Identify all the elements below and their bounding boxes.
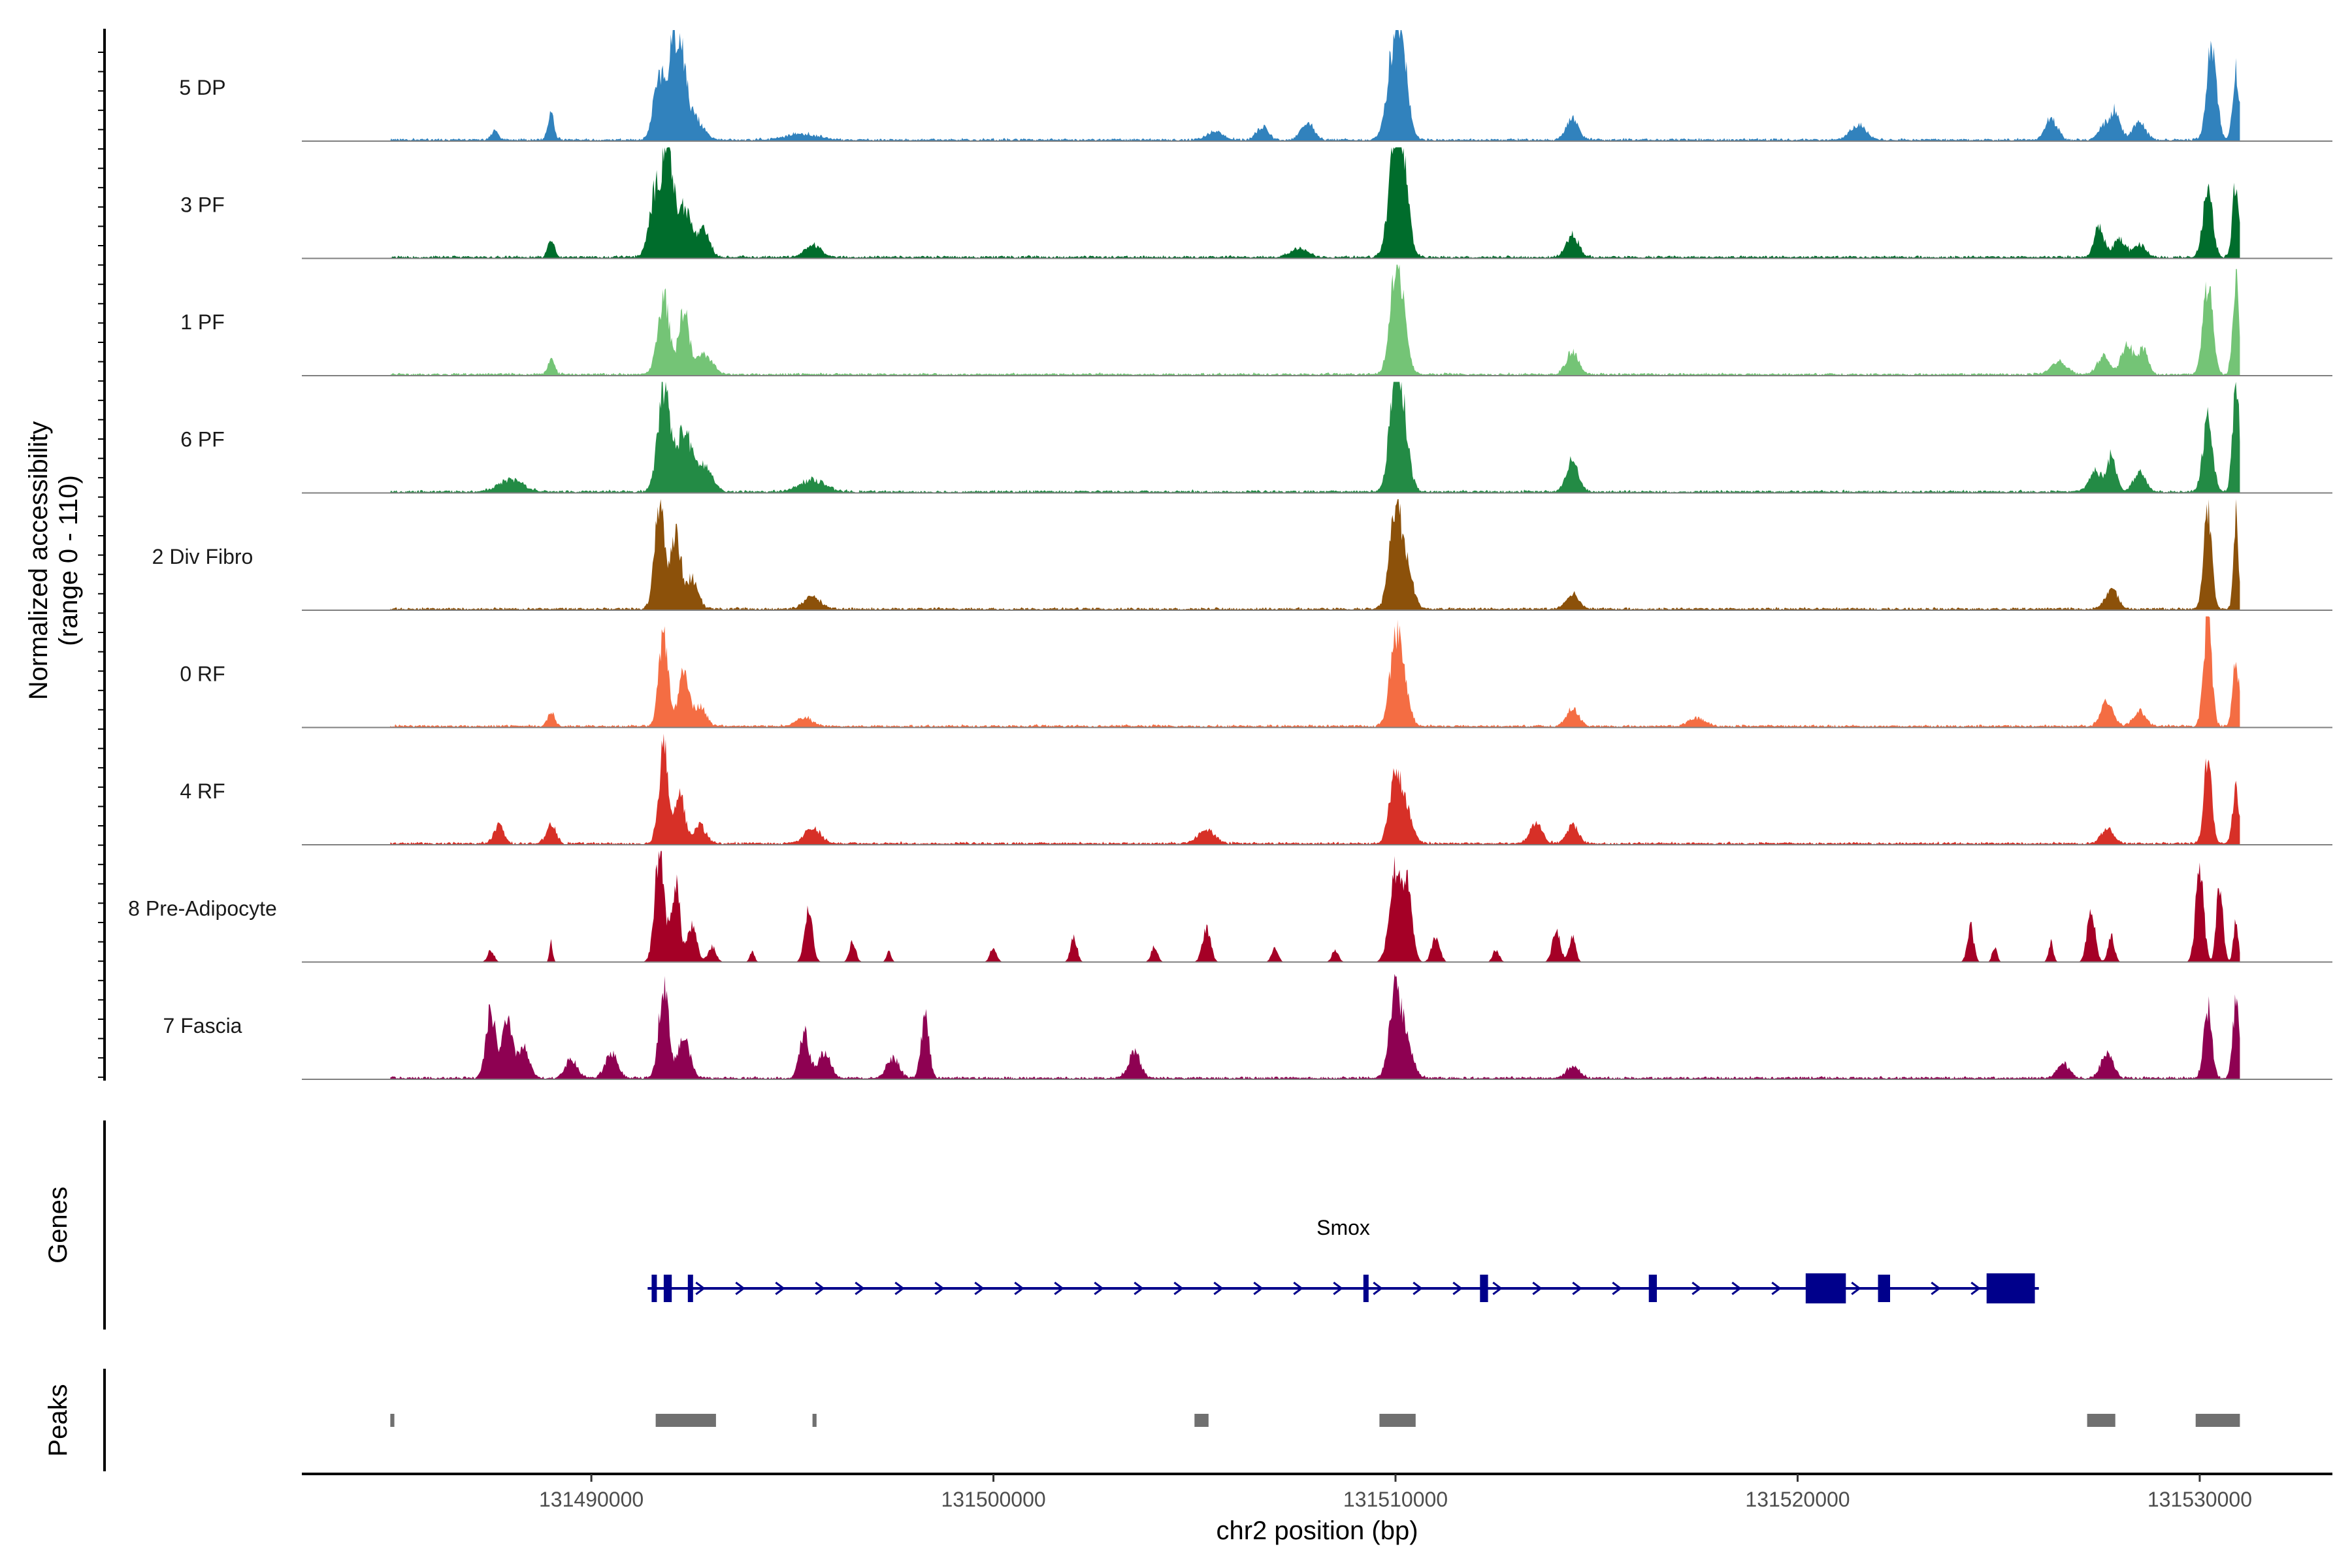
peak-region xyxy=(1379,1414,1416,1427)
coverage-y-axis xyxy=(98,29,106,1081)
coverage-track: 6 PF xyxy=(180,382,2332,494)
peaks-track-label: Peaks xyxy=(44,1384,73,1456)
peak-region xyxy=(390,1414,395,1427)
coverage-track: 3 PF xyxy=(180,147,2332,259)
strand-arrow xyxy=(815,1281,825,1296)
x-axis: chr2 position (bp) 131490000 131500000 131… xyxy=(302,1473,2332,1545)
strand-arrow xyxy=(1691,1281,1702,1296)
peaks-track: Peaks xyxy=(44,1369,2240,1471)
track-label: 0 RF xyxy=(180,662,225,686)
strand-arrow xyxy=(1851,1281,1861,1296)
strand-arrow xyxy=(1612,1281,1622,1296)
coverage-area xyxy=(390,30,2240,141)
gene-exon xyxy=(1363,1275,1369,1302)
y-axis-title-main: Normalized accessibility xyxy=(24,421,53,700)
x-axis-tick-label: 131530000 xyxy=(2148,1488,2252,1511)
strand-arrow xyxy=(1173,1281,1184,1296)
coverage-area xyxy=(390,265,2240,376)
gene-exon xyxy=(687,1275,693,1302)
strand-arrow xyxy=(1532,1281,1543,1296)
gene-name-label: Smox xyxy=(1316,1216,1370,1239)
strand-arrow xyxy=(695,1281,706,1296)
track-label: 1 PF xyxy=(180,310,225,334)
track-label: 2 Div Fibro xyxy=(152,545,253,568)
strand-arrow xyxy=(735,1281,745,1296)
coverage-track: 8 Pre-Adipocyte xyxy=(128,851,2332,963)
coverage-track: 1 PF xyxy=(180,265,2332,376)
strand-arrow xyxy=(1452,1281,1463,1296)
strand-arrow xyxy=(1253,1281,1264,1296)
strand-arrow xyxy=(1970,1281,1981,1296)
strand-arrow xyxy=(1333,1281,1343,1296)
y-axis-title: Normalized accessibility (range 0 - 110) xyxy=(24,421,83,700)
x-axis-title: chr2 position (bp) xyxy=(1216,1516,1418,1545)
gene-track: Genes Smox xyxy=(44,1120,2039,1330)
x-axis-tick-label: 131490000 xyxy=(539,1488,644,1511)
strand-arrow xyxy=(1134,1281,1144,1296)
strand-arrow xyxy=(1014,1281,1024,1296)
y-axis-title-range: (range 0 - 110) xyxy=(54,475,83,646)
gene-exon xyxy=(1648,1275,1657,1302)
gene-exon xyxy=(651,1275,657,1302)
track-label: 4 RF xyxy=(180,779,225,803)
peak-region xyxy=(1194,1414,1209,1427)
peak-region xyxy=(2195,1414,2240,1427)
strand-arrow xyxy=(1492,1281,1503,1296)
x-axis-tick-label: 131500000 xyxy=(941,1488,1046,1511)
strand-arrow xyxy=(1293,1281,1303,1296)
strand-arrow xyxy=(934,1281,945,1296)
x-axis-tick-label: 131520000 xyxy=(1745,1488,1850,1511)
track-label: 7 Fascia xyxy=(163,1014,242,1037)
strand-arrow xyxy=(1213,1281,1224,1296)
track-label: 3 PF xyxy=(180,193,225,217)
coverage-track: 7 Fascia xyxy=(163,973,2332,1080)
gene-exon xyxy=(1805,1273,1846,1303)
peak-region xyxy=(2087,1414,2115,1427)
coverage-track: 5 DP xyxy=(179,30,2332,142)
track-label: 5 DP xyxy=(179,76,225,99)
strand-arrow xyxy=(894,1281,905,1296)
coverage-tracks: 5 DP 3 PF 1 PF 6 PF 2 Div Fibro 0 RF 4 RF 8 Pre… xyxy=(128,30,2332,1080)
strand-arrow xyxy=(1094,1281,1104,1296)
strand-arrow xyxy=(1931,1281,1941,1296)
track-label: 6 PF xyxy=(180,428,225,451)
peak-region xyxy=(812,1414,817,1427)
gene-exon xyxy=(1986,1273,2035,1303)
strand-arrow xyxy=(1413,1281,1423,1296)
strand-arrow xyxy=(855,1281,865,1296)
x-axis-tick-label: 131510000 xyxy=(1343,1488,1448,1511)
gene-track-label: Genes xyxy=(44,1186,73,1264)
strand-arrow xyxy=(1731,1281,1742,1296)
coverage-area xyxy=(390,973,2240,1079)
strand-arrow xyxy=(974,1281,985,1296)
gene-exon xyxy=(1878,1275,1890,1302)
coverage-track: 0 RF xyxy=(180,616,2332,728)
strand-arrow xyxy=(775,1281,785,1296)
gene-exon xyxy=(663,1275,672,1302)
coverage-track: 2 Div Fibro xyxy=(152,499,2332,611)
gene-exon xyxy=(1480,1275,1488,1302)
strand-arrow xyxy=(1373,1281,1383,1296)
track-label: 8 Pre-Adipocyte xyxy=(128,897,277,921)
peak-region xyxy=(655,1414,716,1427)
coverage-track: 4 RF xyxy=(180,734,2332,845)
strand-arrow xyxy=(1572,1281,1582,1296)
strand-arrow xyxy=(1771,1281,1782,1296)
strand-arrow xyxy=(1054,1281,1064,1296)
